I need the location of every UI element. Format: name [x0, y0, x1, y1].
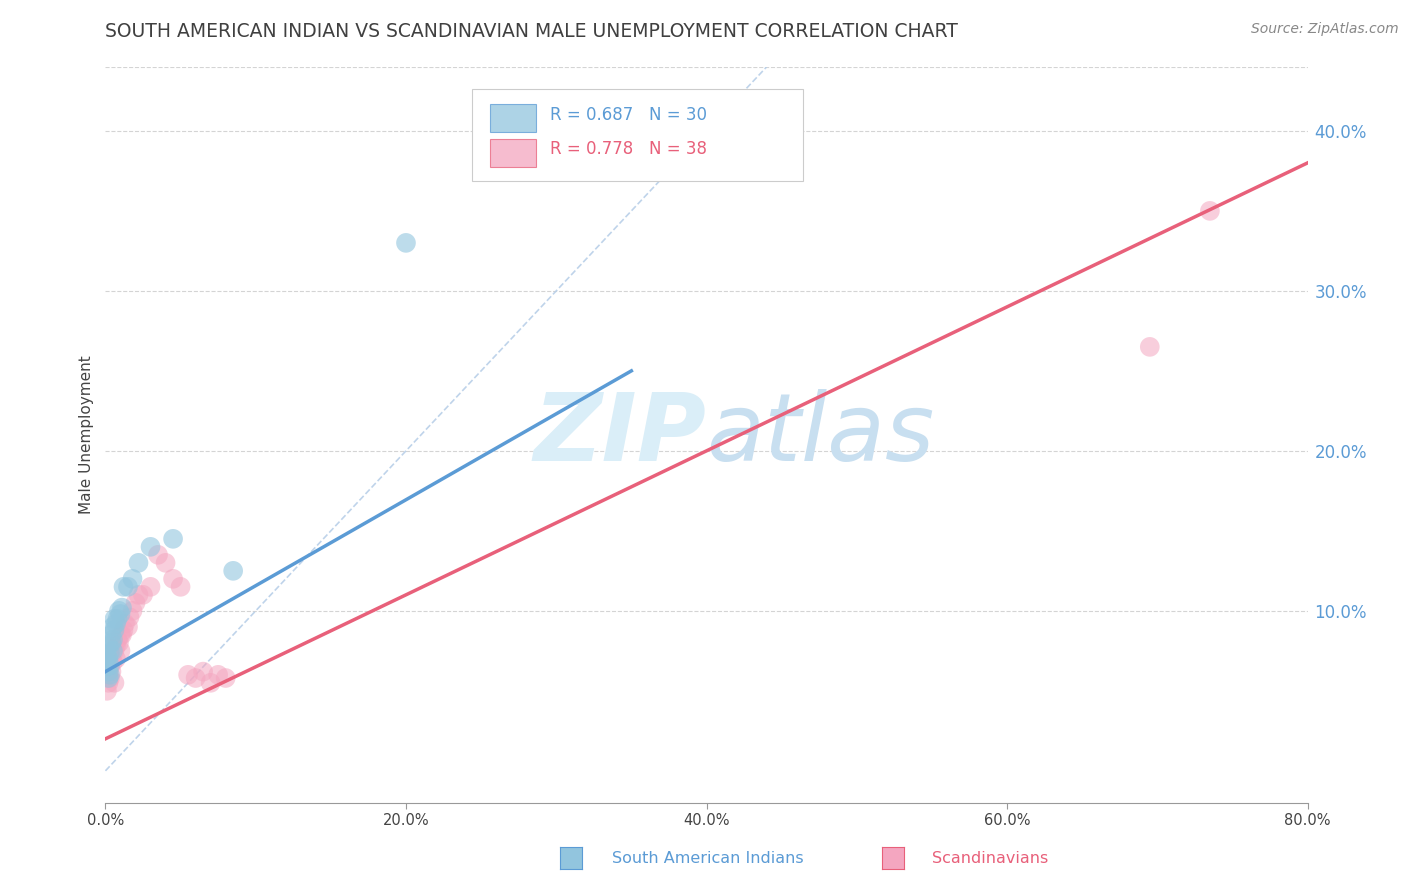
Point [139, 580, 162, 594]
Point [207, 668, 229, 682]
Point [117, 580, 139, 594]
Point [97, 652, 120, 666]
Text: R = 0.778   N = 38: R = 0.778 N = 38 [550, 140, 707, 158]
Point [101, 655, 124, 669]
Point [98, 645, 121, 659]
Text: South American Indians: South American Indians [612, 851, 803, 865]
Point [177, 668, 200, 682]
FancyBboxPatch shape [491, 139, 536, 167]
Point [118, 610, 141, 624]
Point [112, 623, 135, 637]
Point [98, 658, 121, 673]
Point [97, 639, 120, 653]
Point [101, 632, 124, 647]
Point [110, 628, 132, 642]
Point [155, 556, 177, 570]
Point [104, 639, 127, 653]
Text: SOUTH AMERICAN INDIAN VS SCANDINAVIAN MALE UNEMPLOYMENT CORRELATION CHART: SOUTH AMERICAN INDIAN VS SCANDINAVIAN MA… [105, 22, 959, 41]
Point [100, 665, 122, 679]
Point [96, 648, 118, 663]
Point [108, 636, 131, 650]
Point [169, 580, 191, 594]
Point [97, 671, 120, 685]
Y-axis label: Male Unemployment: Male Unemployment [79, 356, 94, 514]
Point [214, 671, 236, 685]
Point [121, 572, 143, 586]
Point [1199, 203, 1222, 218]
Point [184, 671, 207, 685]
Text: ZIP: ZIP [534, 389, 707, 481]
Text: Scandinavians: Scandinavians [932, 851, 1049, 865]
Point [112, 580, 135, 594]
Text: Source: ZipAtlas.com: Source: ZipAtlas.com [1251, 22, 1399, 37]
Point [111, 628, 134, 642]
Point [98, 671, 121, 685]
Point [104, 652, 127, 666]
Point [107, 632, 129, 647]
Point [110, 607, 132, 621]
Point [96, 655, 118, 669]
Point [96, 683, 118, 698]
Point [107, 612, 129, 626]
Point [103, 623, 125, 637]
Point [191, 665, 214, 679]
Point [104, 616, 127, 631]
Point [222, 564, 245, 578]
Point [395, 235, 418, 250]
Point [101, 620, 124, 634]
Point [96, 660, 118, 674]
Point [97, 675, 120, 690]
Text: atlas: atlas [707, 389, 935, 481]
Point [146, 548, 169, 562]
Point [100, 636, 122, 650]
Point [97, 665, 120, 679]
Point [139, 540, 162, 554]
Point [128, 588, 150, 602]
Point [103, 644, 125, 658]
Point [132, 588, 155, 602]
Point [117, 620, 139, 634]
Point [103, 612, 125, 626]
Point [110, 644, 132, 658]
Point [97, 668, 120, 682]
Point [100, 652, 122, 666]
Point [124, 596, 146, 610]
Text: R = 0.687   N = 30: R = 0.687 N = 30 [550, 106, 707, 124]
Point [100, 628, 122, 642]
Point [98, 668, 121, 682]
Point [128, 556, 150, 570]
Point [111, 600, 134, 615]
Point [114, 616, 136, 631]
Point [98, 660, 121, 674]
Point [121, 604, 143, 618]
Point [162, 532, 184, 546]
FancyBboxPatch shape [491, 104, 536, 132]
Point [162, 572, 184, 586]
Point [200, 675, 222, 690]
Point [101, 644, 124, 658]
Point [103, 675, 125, 690]
FancyBboxPatch shape [472, 89, 803, 181]
Point [108, 604, 131, 618]
Point [1139, 340, 1161, 354]
